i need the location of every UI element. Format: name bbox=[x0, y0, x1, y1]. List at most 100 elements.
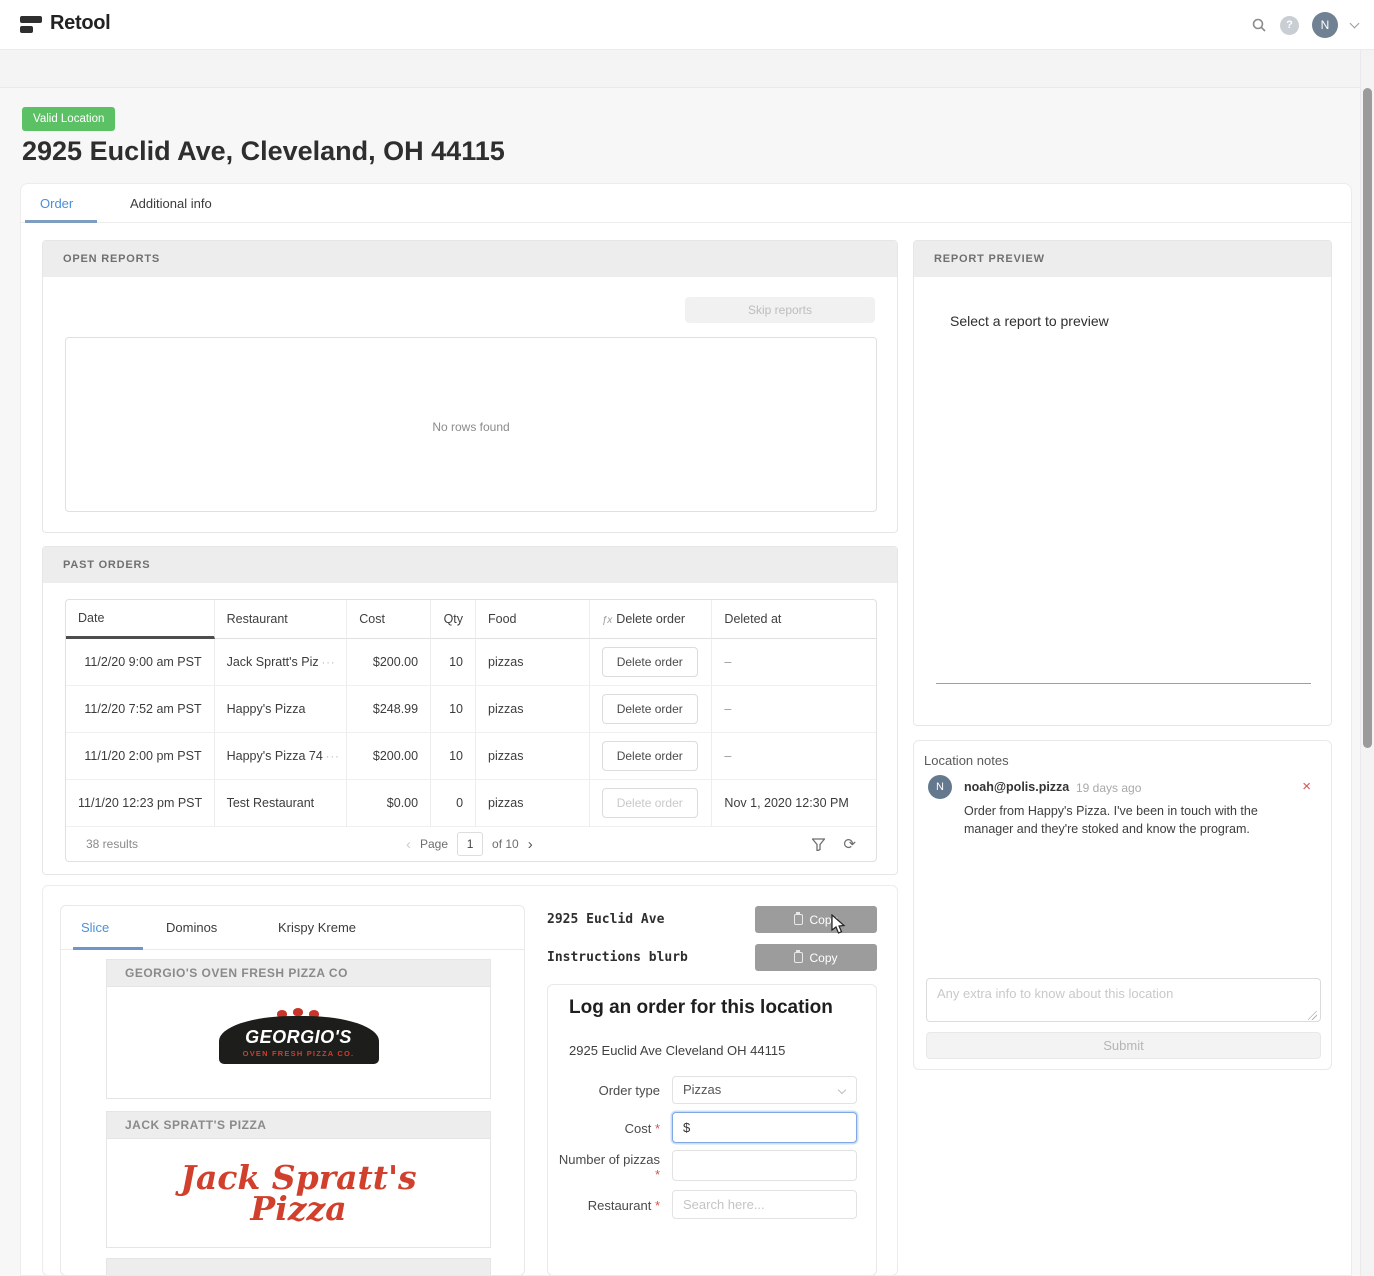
clipboard-icon bbox=[794, 912, 804, 925]
restaurant-label: Restaurant * bbox=[587, 1198, 660, 1213]
user-avatar[interactable]: N bbox=[1312, 12, 1338, 38]
column-header-restaurant[interactable]: Restaurant bbox=[214, 600, 348, 639]
next-page-button[interactable]: › bbox=[527, 835, 533, 853]
cell-delete: Delete order bbox=[589, 733, 713, 780]
truncation-ellipsis: ··· bbox=[321, 657, 336, 669]
cell-qty: 10 bbox=[431, 733, 477, 780]
location-notes-title: Location notes bbox=[924, 753, 1009, 768]
cell-cost: $0.00 bbox=[347, 780, 432, 827]
listing-georgios[interactable]: GEORGIO'S OVEN FRESH PIZZA CO GEORGIO'S … bbox=[106, 959, 491, 1099]
status-badge: Valid Location bbox=[22, 107, 116, 131]
cell-food: pizzas bbox=[476, 639, 590, 686]
table-row[interactable]: 11/2/20 9:00 am PST Jack Spratt's Piz ···… bbox=[66, 639, 876, 686]
number-of-pizzas-label: Number of pizzas * bbox=[558, 1152, 660, 1182]
active-tab-underline bbox=[25, 220, 97, 223]
open-reports-panel: OPEN REPORTS Skip reports No rows found bbox=[42, 240, 898, 533]
help-icon[interactable]: ? bbox=[1280, 15, 1299, 35]
page-total: of 10 bbox=[492, 837, 519, 851]
restaurant-search-input[interactable] bbox=[672, 1190, 857, 1219]
column-header-deleted-at[interactable]: Deleted at bbox=[712, 600, 876, 639]
listing-jack-spratts[interactable]: JACK SPRATT'S PIZZA Jack Spratt's Pizza bbox=[106, 1111, 491, 1248]
table-header-row: Date Restaurant Cost Qty Food ƒx Delete o… bbox=[66, 600, 876, 639]
column-header-date[interactable]: Date bbox=[66, 600, 215, 639]
delete-note-icon[interactable]: × bbox=[1302, 778, 1311, 795]
active-restaurant-tab-underline bbox=[73, 947, 143, 950]
note-text: Order from Happy's Pizza. I've been in t… bbox=[964, 804, 1258, 836]
table-row[interactable]: 11/1/20 2:00 pm PST Happy's Pizza 74 ··· … bbox=[66, 733, 876, 780]
copy-instructions-button[interactable]: Copy bbox=[755, 944, 877, 971]
textarea-resize-handle[interactable] bbox=[1308, 1011, 1317, 1020]
fx-icon: ƒx bbox=[601, 615, 613, 626]
cell-date: 11/1/20 12:23 pm PST bbox=[66, 780, 215, 827]
copy-address-button[interactable]: Copy bbox=[755, 906, 877, 933]
cell-qty: 10 bbox=[431, 639, 477, 686]
page-scrollbar-thumb[interactable] bbox=[1363, 88, 1372, 748]
tab-dominos[interactable]: Dominos bbox=[166, 920, 218, 935]
form-title: Log an order for this location bbox=[569, 997, 833, 1018]
number-of-pizzas-input[interactable] bbox=[672, 1150, 857, 1181]
order-type-select[interactable]: Pizzas bbox=[672, 1076, 857, 1104]
cell-restaurant: Jack Spratt's Piz ··· bbox=[214, 639, 348, 686]
cell-restaurant: Test Restaurant bbox=[214, 780, 348, 827]
listing-logo-area: Jack Spratt's Pizza bbox=[106, 1138, 491, 1248]
cell-deleted-at: – bbox=[712, 639, 876, 686]
report-preview-panel: REPORT PREVIEW Select a report to previe… bbox=[913, 240, 1332, 726]
tab-krispy-kreme[interactable]: Krispy Kreme bbox=[278, 920, 357, 935]
table-row[interactable]: 11/2/20 7:52 am PST Happy's Pizza $248.9… bbox=[66, 686, 876, 733]
past-orders-title: PAST ORDERS bbox=[43, 547, 897, 583]
table-footer: 38 results ‹ Page of 10 › ⟳ bbox=[66, 827, 876, 861]
tomato-icon bbox=[292, 1007, 303, 1016]
georgios-logo: GEORGIO'S OVEN FRESH PIZZA CO. bbox=[218, 1007, 379, 1076]
cell-food: pizzas bbox=[476, 780, 590, 827]
location-notes-card: Location notes N noah@polis.pizza 19 day… bbox=[913, 740, 1332, 1070]
refresh-icon[interactable]: ⟳ bbox=[843, 836, 856, 853]
cell-deleted-at: – bbox=[712, 733, 876, 780]
table-row[interactable]: 11/1/20 12:23 pm PST Test Restaurant $0.… bbox=[66, 780, 876, 827]
tab-additional-info[interactable]: Additional info bbox=[130, 196, 212, 211]
cell-date: 11/1/20 2:00 pm PST bbox=[66, 733, 215, 780]
retool-logo-icon bbox=[20, 13, 42, 35]
retool-logo[interactable]: Retool bbox=[20, 12, 111, 35]
delete-order-button[interactable]: Delete order bbox=[601, 647, 698, 677]
search-icon[interactable] bbox=[1251, 17, 1267, 33]
cell-food: pizzas bbox=[476, 686, 590, 733]
page-number-input[interactable] bbox=[457, 832, 484, 856]
delete-order-button[interactable]: Delete order bbox=[601, 741, 698, 771]
tomato-icon bbox=[308, 1009, 319, 1018]
tab-order[interactable]: Order bbox=[40, 196, 74, 211]
column-header-food[interactable]: Food bbox=[476, 600, 590, 639]
restaurant-tab-bar: Slice Dominos Krispy Kreme bbox=[61, 906, 524, 950]
column-header-delete-order[interactable]: ƒx Delete order bbox=[589, 600, 713, 639]
account-chevron-down-icon[interactable] bbox=[1349, 18, 1360, 29]
listing-header: GEORGIO'S OVEN FRESH PIZZA CO bbox=[106, 959, 491, 986]
past-orders-panel: PAST ORDERS Date Restaurant Cost Qty Foo… bbox=[42, 546, 898, 875]
clipboard-icon bbox=[794, 950, 804, 963]
cost-label: Cost * bbox=[624, 1121, 660, 1136]
cell-food: pizzas bbox=[476, 733, 590, 780]
cost-input[interactable]: $ bbox=[672, 1112, 857, 1143]
listing-logo-area: GEORGIO'S OVEN FRESH PIZZA CO. bbox=[106, 986, 491, 1099]
delete-order-button[interactable]: Delete order bbox=[601, 694, 698, 724]
column-header-qty[interactable]: Qty bbox=[431, 600, 477, 639]
submit-note-button[interactable]: Submit bbox=[926, 1032, 1321, 1059]
skip-reports-button[interactable]: Skip reports bbox=[685, 297, 875, 323]
prev-page-button[interactable]: ‹ bbox=[406, 835, 411, 853]
note-author: noah@polis.pizza bbox=[964, 780, 1070, 794]
address-copy-label: 2925 Euclid Ave bbox=[547, 912, 665, 927]
page-title: 2925 Euclid Ave, Cleveland, OH 44115 bbox=[22, 136, 505, 166]
note-timestamp: 19 days ago bbox=[1076, 781, 1142, 795]
listing-partial[interactable] bbox=[106, 1258, 491, 1275]
instructions-copy-label: Instructions blurb bbox=[547, 950, 688, 965]
cell-date: 11/2/20 7:52 am PST bbox=[66, 686, 215, 733]
filter-icon[interactable] bbox=[812, 837, 826, 851]
new-note-textarea[interactable] bbox=[926, 978, 1321, 1022]
cell-deleted-at: Nov 1, 2020 12:30 PM bbox=[712, 780, 876, 827]
page-label: Page bbox=[420, 837, 449, 851]
chevron-down-icon bbox=[837, 1085, 847, 1095]
tab-slice[interactable]: Slice bbox=[81, 920, 110, 935]
note-avatar: N bbox=[928, 775, 952, 799]
cell-delete: Delete order bbox=[589, 686, 713, 733]
column-header-cost[interactable]: Cost bbox=[347, 600, 432, 639]
cell-date: 11/2/20 9:00 am PST bbox=[66, 639, 215, 686]
